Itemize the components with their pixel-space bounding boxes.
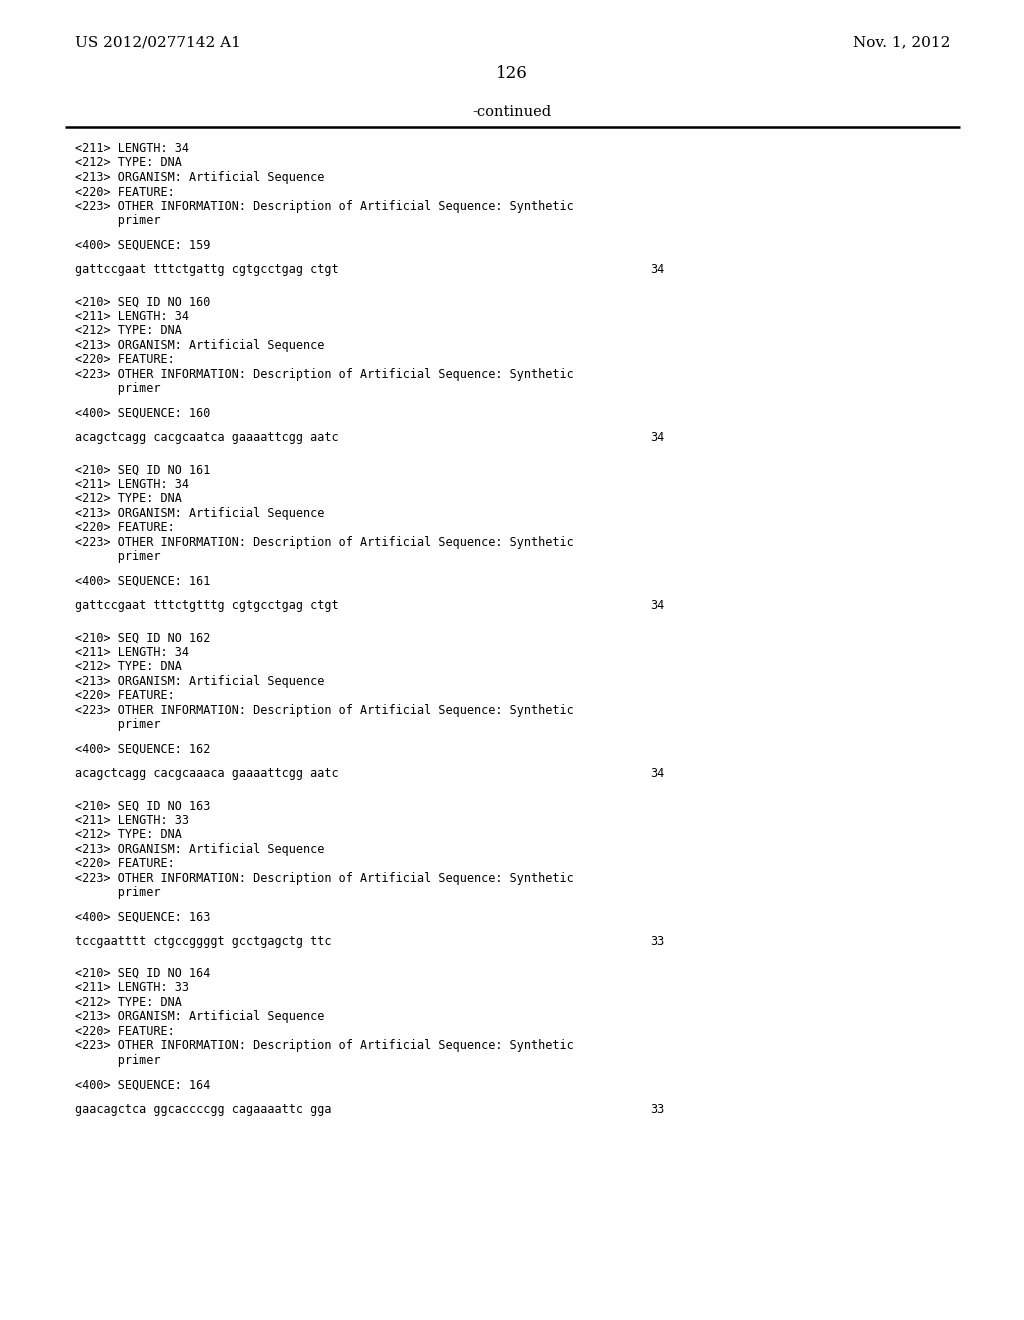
- Text: acagctcagg cacgcaatca gaaaattcgg aatc: acagctcagg cacgcaatca gaaaattcgg aatc: [75, 432, 339, 445]
- Text: <220> FEATURE:: <220> FEATURE:: [75, 521, 175, 535]
- Text: primer: primer: [75, 718, 161, 731]
- Text: <212> TYPE: DNA: <212> TYPE: DNA: [75, 325, 182, 338]
- Text: <400> SEQUENCE: 162: <400> SEQUENCE: 162: [75, 743, 210, 755]
- Text: gattccgaat tttctgattg cgtgcctgag ctgt: gattccgaat tttctgattg cgtgcctgag ctgt: [75, 264, 339, 276]
- Text: <400> SEQUENCE: 159: <400> SEQUENCE: 159: [75, 239, 210, 252]
- Text: <223> OTHER INFORMATION: Description of Artificial Sequence: Synthetic: <223> OTHER INFORMATION: Description of …: [75, 536, 573, 549]
- Text: <212> TYPE: DNA: <212> TYPE: DNA: [75, 492, 182, 506]
- Text: primer: primer: [75, 886, 161, 899]
- Text: -continued: -continued: [472, 106, 552, 119]
- Text: <211> LENGTH: 34: <211> LENGTH: 34: [75, 310, 189, 323]
- Text: <212> TYPE: DNA: <212> TYPE: DNA: [75, 157, 182, 169]
- Text: primer: primer: [75, 383, 161, 396]
- Text: <211> LENGTH: 34: <211> LENGTH: 34: [75, 645, 189, 659]
- Text: <210> SEQ ID NO 161: <210> SEQ ID NO 161: [75, 463, 210, 477]
- Text: Nov. 1, 2012: Nov. 1, 2012: [853, 36, 950, 49]
- Text: <210> SEQ ID NO 162: <210> SEQ ID NO 162: [75, 631, 210, 644]
- Text: <223> OTHER INFORMATION: Description of Artificial Sequence: Synthetic: <223> OTHER INFORMATION: Description of …: [75, 201, 573, 213]
- Text: 34: 34: [650, 599, 665, 612]
- Text: <213> ORGANISM: Artificial Sequence: <213> ORGANISM: Artificial Sequence: [75, 1011, 325, 1023]
- Text: primer: primer: [75, 1053, 161, 1067]
- Text: <211> LENGTH: 33: <211> LENGTH: 33: [75, 982, 189, 994]
- Text: gattccgaat tttctgtttg cgtgcctgag ctgt: gattccgaat tttctgtttg cgtgcctgag ctgt: [75, 599, 339, 612]
- Text: 34: 34: [650, 264, 665, 276]
- Text: <400> SEQUENCE: 160: <400> SEQUENCE: 160: [75, 407, 210, 420]
- Text: <400> SEQUENCE: 161: <400> SEQUENCE: 161: [75, 574, 210, 587]
- Text: <213> ORGANISM: Artificial Sequence: <213> ORGANISM: Artificial Sequence: [75, 675, 325, 688]
- Text: <213> ORGANISM: Artificial Sequence: <213> ORGANISM: Artificial Sequence: [75, 507, 325, 520]
- Text: <211> LENGTH: 34: <211> LENGTH: 34: [75, 143, 189, 154]
- Text: 126: 126: [496, 65, 528, 82]
- Text: <223> OTHER INFORMATION: Description of Artificial Sequence: Synthetic: <223> OTHER INFORMATION: Description of …: [75, 704, 573, 717]
- Text: <213> ORGANISM: Artificial Sequence: <213> ORGANISM: Artificial Sequence: [75, 842, 325, 855]
- Text: 34: 34: [650, 767, 665, 780]
- Text: 33: 33: [650, 935, 665, 948]
- Text: <210> SEQ ID NO 164: <210> SEQ ID NO 164: [75, 968, 210, 979]
- Text: <223> OTHER INFORMATION: Description of Artificial Sequence: Synthetic: <223> OTHER INFORMATION: Description of …: [75, 368, 573, 381]
- Text: <220> FEATURE:: <220> FEATURE:: [75, 354, 175, 367]
- Text: <400> SEQUENCE: 164: <400> SEQUENCE: 164: [75, 1078, 210, 1092]
- Text: <212> TYPE: DNA: <212> TYPE: DNA: [75, 997, 182, 1008]
- Text: <400> SEQUENCE: 163: <400> SEQUENCE: 163: [75, 911, 210, 924]
- Text: <210> SEQ ID NO 160: <210> SEQ ID NO 160: [75, 296, 210, 309]
- Text: acagctcagg cacgcaaaca gaaaattcgg aatc: acagctcagg cacgcaaaca gaaaattcgg aatc: [75, 767, 339, 780]
- Text: <211> LENGTH: 34: <211> LENGTH: 34: [75, 478, 189, 491]
- Text: 33: 33: [650, 1104, 665, 1115]
- Text: <213> ORGANISM: Artificial Sequence: <213> ORGANISM: Artificial Sequence: [75, 172, 325, 183]
- Text: <223> OTHER INFORMATION: Description of Artificial Sequence: Synthetic: <223> OTHER INFORMATION: Description of …: [75, 1039, 573, 1052]
- Text: <220> FEATURE:: <220> FEATURE:: [75, 857, 175, 870]
- Text: <220> FEATURE:: <220> FEATURE:: [75, 689, 175, 702]
- Text: <210> SEQ ID NO 163: <210> SEQ ID NO 163: [75, 799, 210, 812]
- Text: 34: 34: [650, 432, 665, 445]
- Text: <212> TYPE: DNA: <212> TYPE: DNA: [75, 660, 182, 673]
- Text: US 2012/0277142 A1: US 2012/0277142 A1: [75, 36, 241, 49]
- Text: <212> TYPE: DNA: <212> TYPE: DNA: [75, 828, 182, 841]
- Text: tccgaatttt ctgccggggt gcctgagctg ttc: tccgaatttt ctgccggggt gcctgagctg ttc: [75, 935, 332, 948]
- Text: <220> FEATURE:: <220> FEATURE:: [75, 1026, 175, 1038]
- Text: <220> FEATURE:: <220> FEATURE:: [75, 186, 175, 198]
- Text: gaacagctca ggcaccccgg cagaaaattc gga: gaacagctca ggcaccccgg cagaaaattc gga: [75, 1104, 332, 1115]
- Text: primer: primer: [75, 214, 161, 227]
- Text: <223> OTHER INFORMATION: Description of Artificial Sequence: Synthetic: <223> OTHER INFORMATION: Description of …: [75, 871, 573, 884]
- Text: primer: primer: [75, 550, 161, 564]
- Text: <211> LENGTH: 33: <211> LENGTH: 33: [75, 813, 189, 826]
- Text: <213> ORGANISM: Artificial Sequence: <213> ORGANISM: Artificial Sequence: [75, 339, 325, 352]
